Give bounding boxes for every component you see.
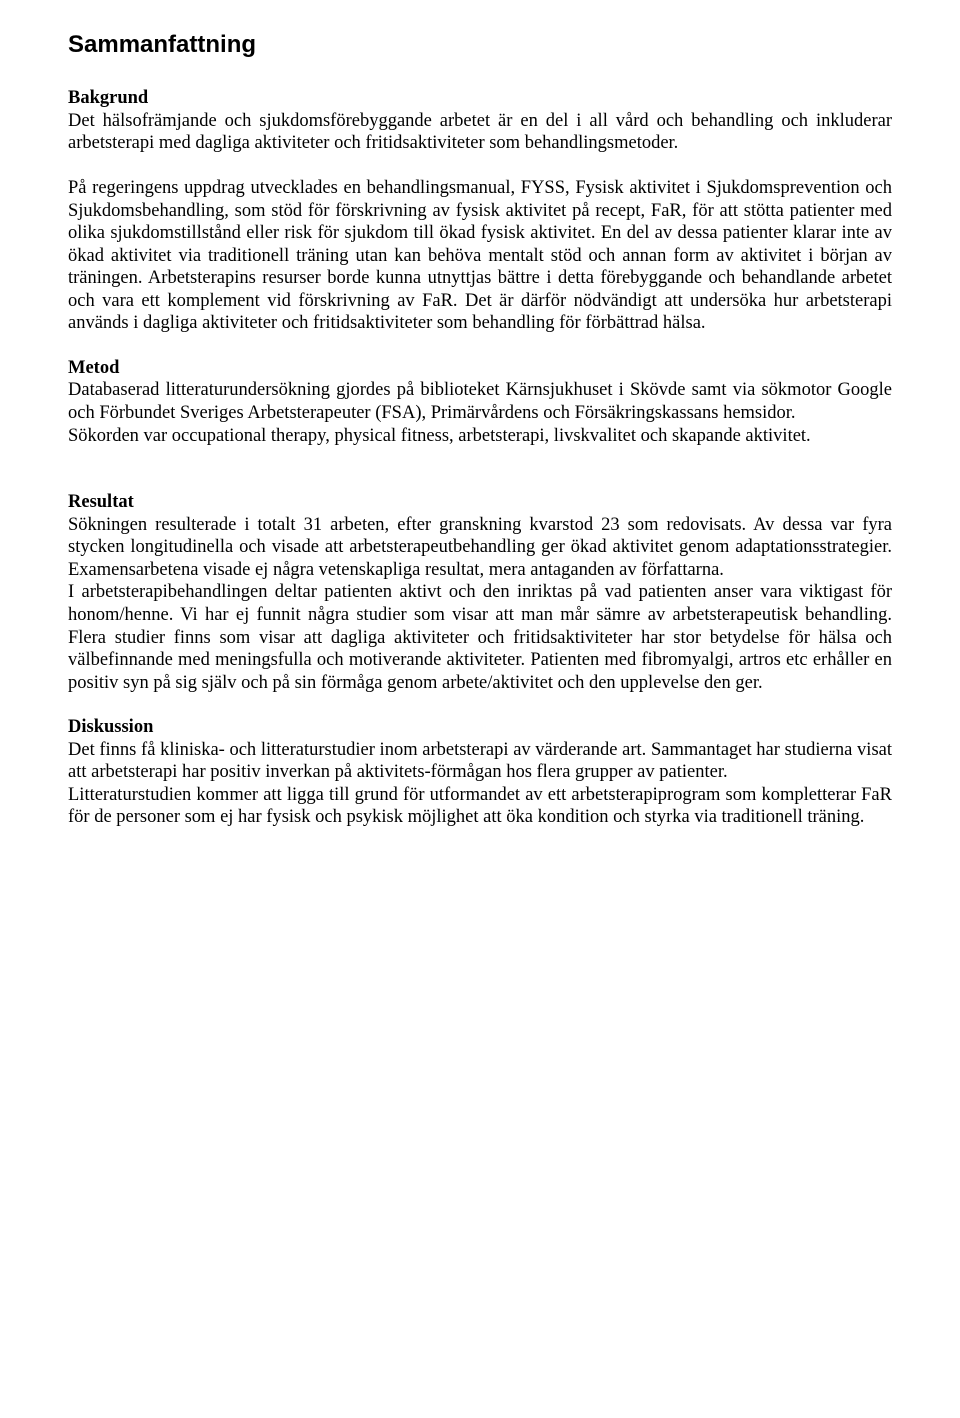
heading-diskussion: Diskussion bbox=[68, 716, 892, 739]
paragraph-diskussion-2: Litteraturstudien kommer att ligga till … bbox=[68, 784, 892, 829]
heading-bakgrund: Bakgrund bbox=[68, 87, 892, 110]
paragraph-diskussion-1: Det finns få kliniska- och litteraturstu… bbox=[68, 739, 892, 784]
paragraph-resultat-2: I arbetsterapibehandlingen deltar patien… bbox=[68, 581, 892, 694]
paragraph-metod-1: Databaserad litteraturundersökning gjord… bbox=[68, 379, 892, 424]
paragraph-bakgrund-1: Det hälsofrämjande och sjukdomsförebygga… bbox=[68, 110, 892, 155]
heading-metod: Metod bbox=[68, 357, 892, 380]
paragraph-metod-2: Sökorden var occupational therapy, physi… bbox=[68, 425, 892, 448]
paragraph-resultat-1: Sökningen resulterade i totalt 31 arbete… bbox=[68, 514, 892, 582]
paragraph-bakgrund-2: På regeringens uppdrag utvecklades en be… bbox=[68, 177, 892, 335]
page-title: Sammanfattning bbox=[68, 30, 892, 59]
heading-resultat: Resultat bbox=[68, 491, 892, 514]
